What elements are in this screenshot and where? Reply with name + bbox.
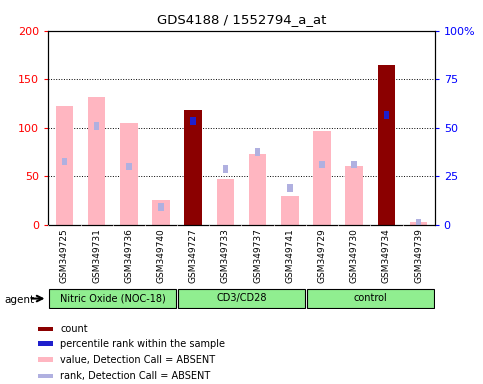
Text: GSM349727: GSM349727 bbox=[189, 228, 198, 283]
Bar bbox=[152, 200, 170, 225]
Text: GSM349734: GSM349734 bbox=[382, 228, 391, 283]
Bar bbox=[94, 122, 99, 130]
Bar bbox=[38, 374, 54, 378]
Bar bbox=[120, 123, 138, 225]
Bar bbox=[38, 341, 54, 346]
Bar bbox=[351, 161, 357, 169]
Bar bbox=[345, 167, 363, 225]
Text: GSM349729: GSM349729 bbox=[317, 228, 327, 283]
Bar bbox=[410, 222, 427, 225]
Text: GSM349725: GSM349725 bbox=[60, 228, 69, 283]
Bar bbox=[307, 289, 434, 308]
Text: GSM349740: GSM349740 bbox=[156, 228, 166, 283]
Text: CD3/CD28: CD3/CD28 bbox=[216, 293, 267, 303]
Bar bbox=[178, 289, 305, 308]
Bar bbox=[49, 289, 176, 308]
Bar bbox=[249, 154, 267, 225]
Text: GSM349739: GSM349739 bbox=[414, 228, 423, 283]
Text: GSM349731: GSM349731 bbox=[92, 228, 101, 283]
Bar bbox=[190, 117, 196, 125]
Bar bbox=[61, 158, 67, 166]
Text: control: control bbox=[354, 293, 387, 303]
Text: count: count bbox=[60, 324, 88, 334]
Bar bbox=[38, 358, 54, 362]
Bar bbox=[158, 203, 164, 211]
Text: GSM349733: GSM349733 bbox=[221, 228, 230, 283]
Text: GSM349730: GSM349730 bbox=[350, 228, 359, 283]
Bar bbox=[185, 110, 202, 225]
Bar bbox=[281, 195, 298, 225]
Bar bbox=[319, 161, 325, 169]
Bar bbox=[287, 184, 293, 192]
Text: rank, Detection Call = ABSENT: rank, Detection Call = ABSENT bbox=[60, 371, 210, 381]
Bar bbox=[313, 131, 331, 225]
Bar bbox=[56, 106, 73, 225]
Bar bbox=[255, 148, 260, 156]
Text: GDS4188 / 1552794_a_at: GDS4188 / 1552794_a_at bbox=[157, 13, 326, 26]
Text: GSM349741: GSM349741 bbox=[285, 228, 294, 283]
Bar bbox=[38, 326, 54, 331]
Bar bbox=[126, 162, 132, 170]
Text: value, Detection Call = ABSENT: value, Detection Call = ABSENT bbox=[60, 355, 215, 365]
Bar bbox=[384, 111, 389, 119]
Bar bbox=[88, 97, 105, 225]
Bar bbox=[378, 65, 395, 225]
Bar bbox=[216, 179, 234, 225]
Text: agent: agent bbox=[5, 295, 35, 305]
Bar bbox=[223, 166, 228, 173]
Text: GSM349736: GSM349736 bbox=[124, 228, 133, 283]
Text: Nitric Oxide (NOC-18): Nitric Oxide (NOC-18) bbox=[60, 293, 166, 303]
Text: GSM349737: GSM349737 bbox=[253, 228, 262, 283]
Bar bbox=[416, 219, 422, 227]
Text: percentile rank within the sample: percentile rank within the sample bbox=[60, 339, 225, 349]
